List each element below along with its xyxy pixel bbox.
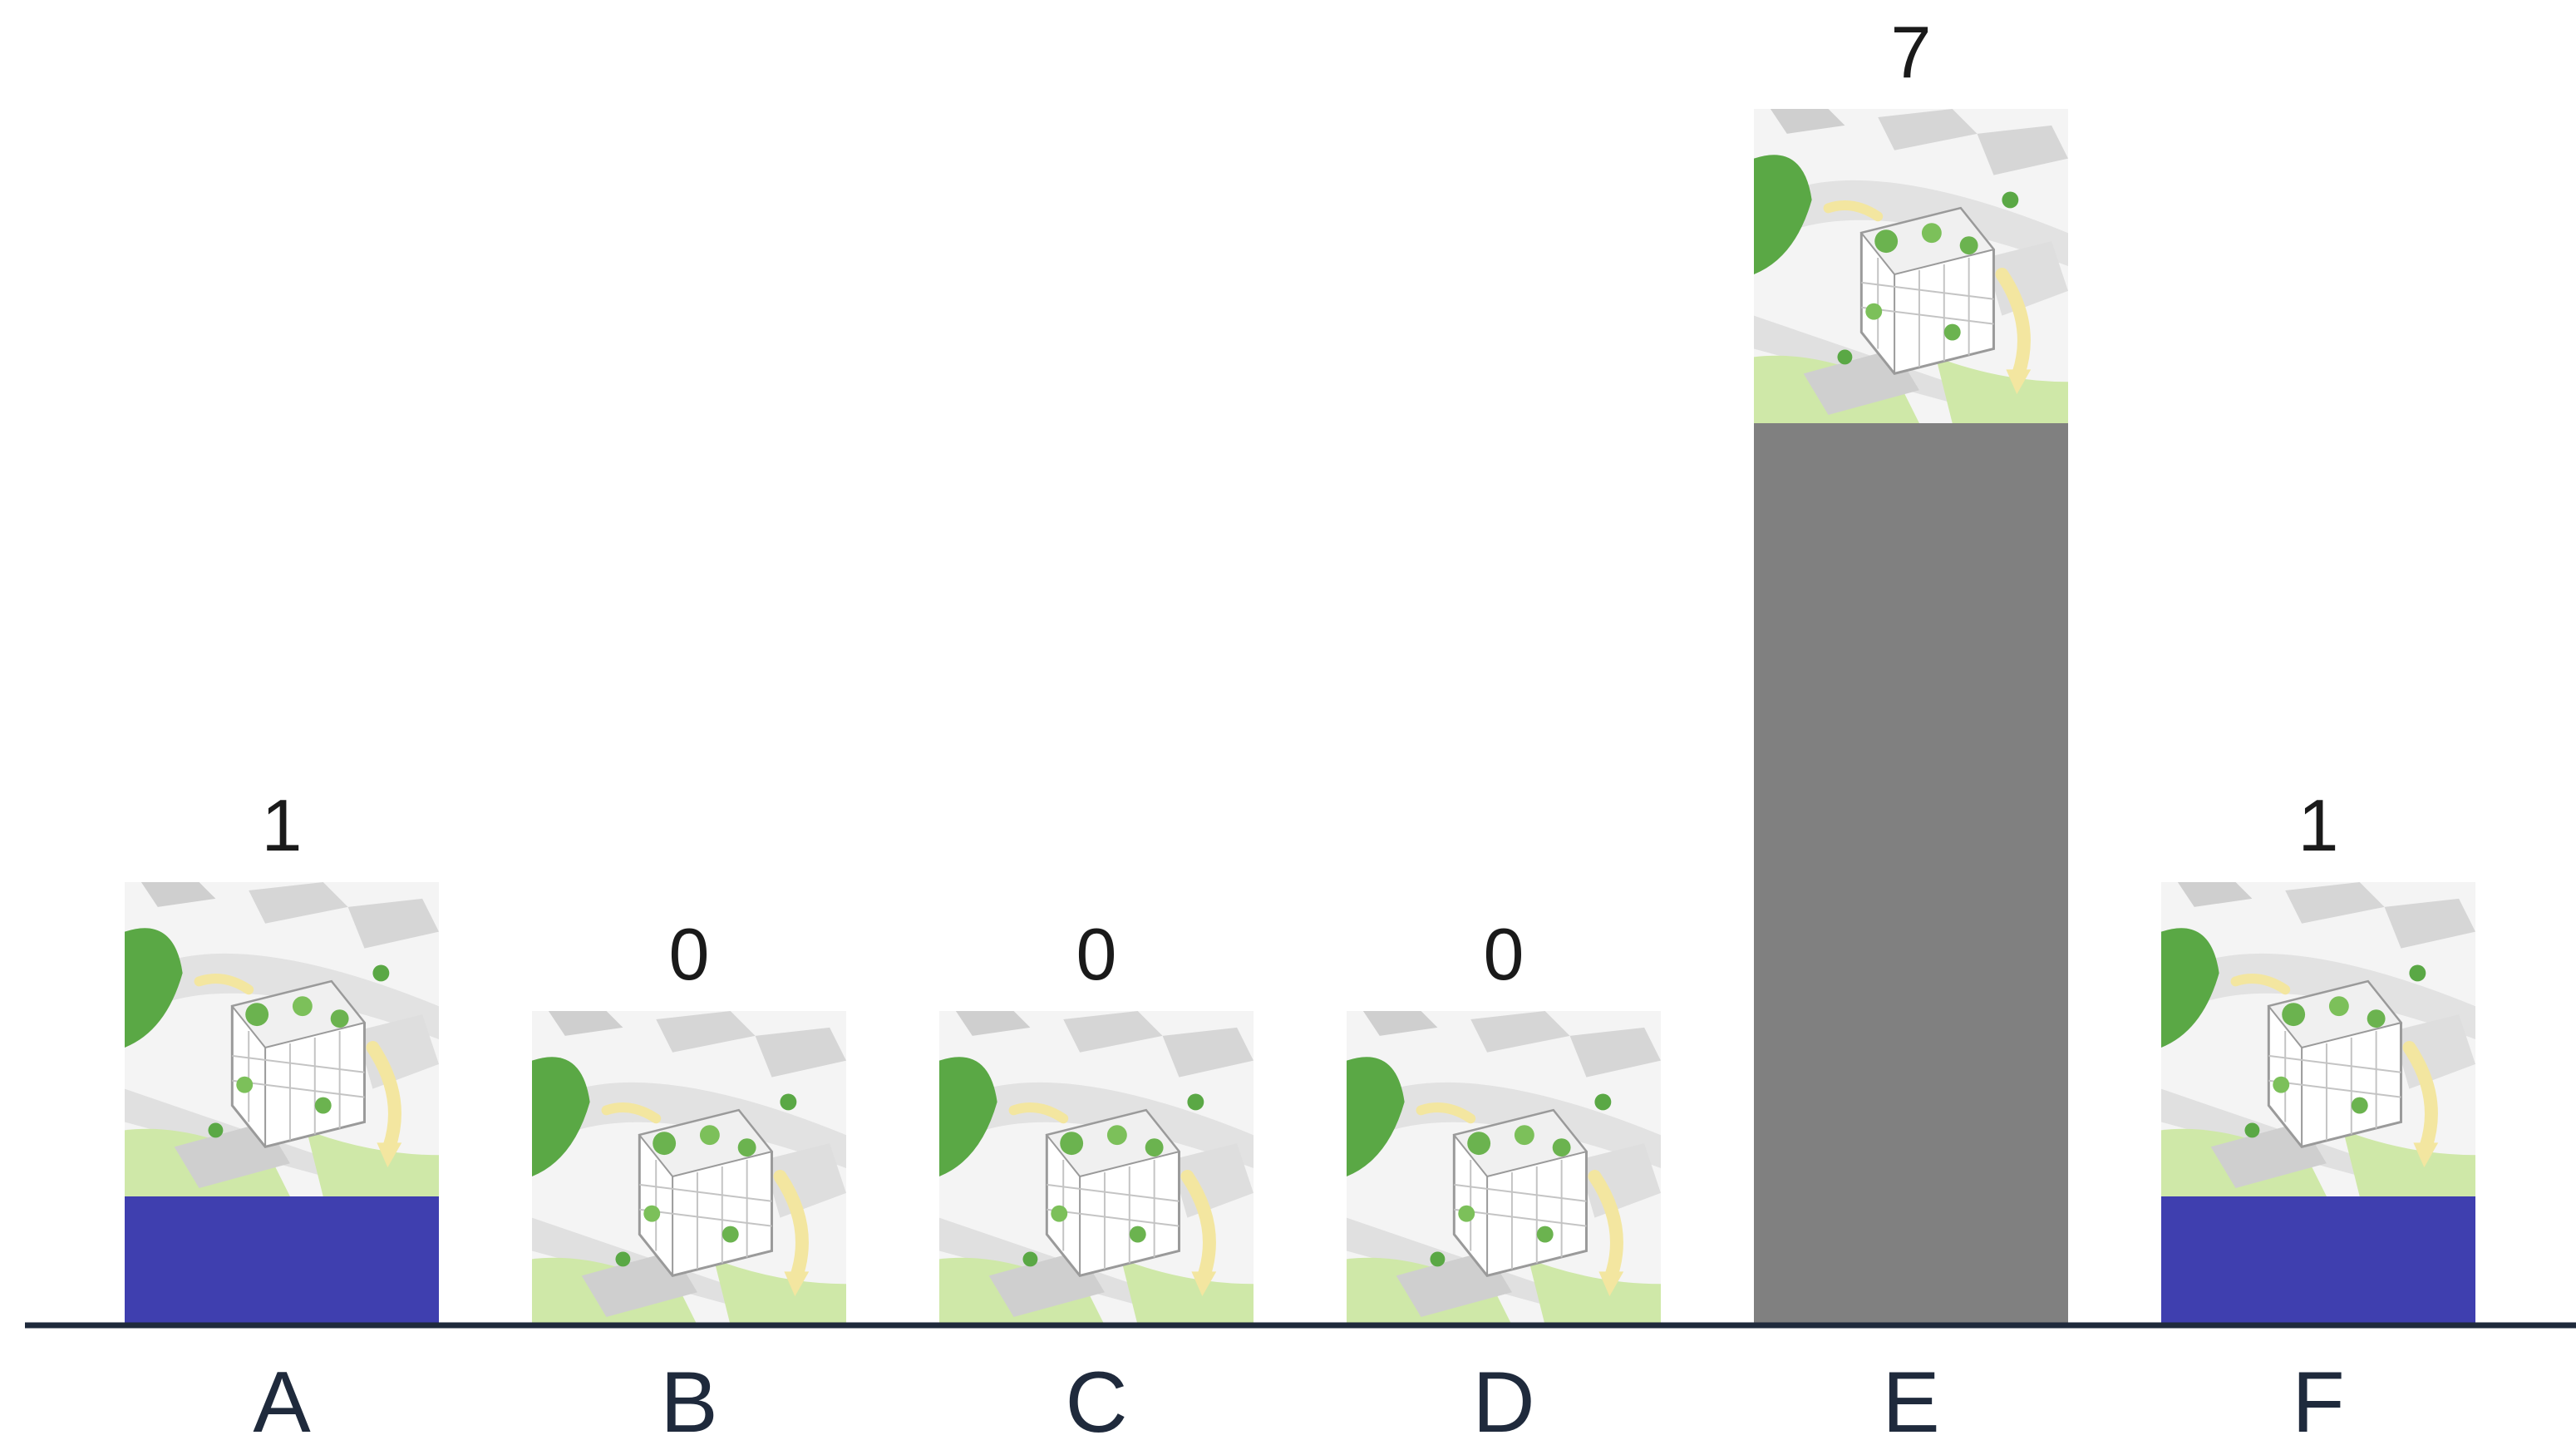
bar-thumbnail-c bbox=[939, 1011, 1254, 1325]
x-tick-label-d: D bbox=[1472, 1354, 1534, 1450]
bar-thumbnail-d bbox=[1347, 1011, 1661, 1325]
x-tick-label-c: C bbox=[1065, 1354, 1127, 1450]
bars-layer bbox=[125, 423, 2475, 1325]
value-label-f: 1 bbox=[2298, 784, 2339, 866]
tick-labels-layer: A B C D E F bbox=[253, 1354, 2344, 1450]
x-tick-label-b: B bbox=[660, 1354, 717, 1450]
bar-e bbox=[1754, 423, 2068, 1325]
value-label-e: 7 bbox=[1891, 11, 1932, 93]
x-tick-label-f: F bbox=[2292, 1354, 2345, 1450]
bar-thumbnail-a bbox=[125, 882, 439, 1196]
bar-thumbnail-f bbox=[2161, 882, 2475, 1196]
value-label-c: 0 bbox=[1076, 913, 1117, 995]
bar-thumbnail-b bbox=[532, 1011, 846, 1325]
bar-f bbox=[2161, 1196, 2475, 1325]
bar-a bbox=[125, 1196, 439, 1325]
value-label-d: 0 bbox=[1484, 913, 1524, 995]
x-tick-label-e: E bbox=[1882, 1354, 1939, 1450]
bar-thumbnail-e bbox=[1754, 109, 2068, 423]
x-tick-label-a: A bbox=[253, 1354, 311, 1450]
value-label-a: 1 bbox=[262, 784, 303, 866]
value-labels-layer: 1 0 0 0 7 1 bbox=[262, 11, 2339, 995]
value-label-b: 0 bbox=[669, 913, 710, 995]
thumbnails-layer bbox=[125, 109, 2475, 1325]
